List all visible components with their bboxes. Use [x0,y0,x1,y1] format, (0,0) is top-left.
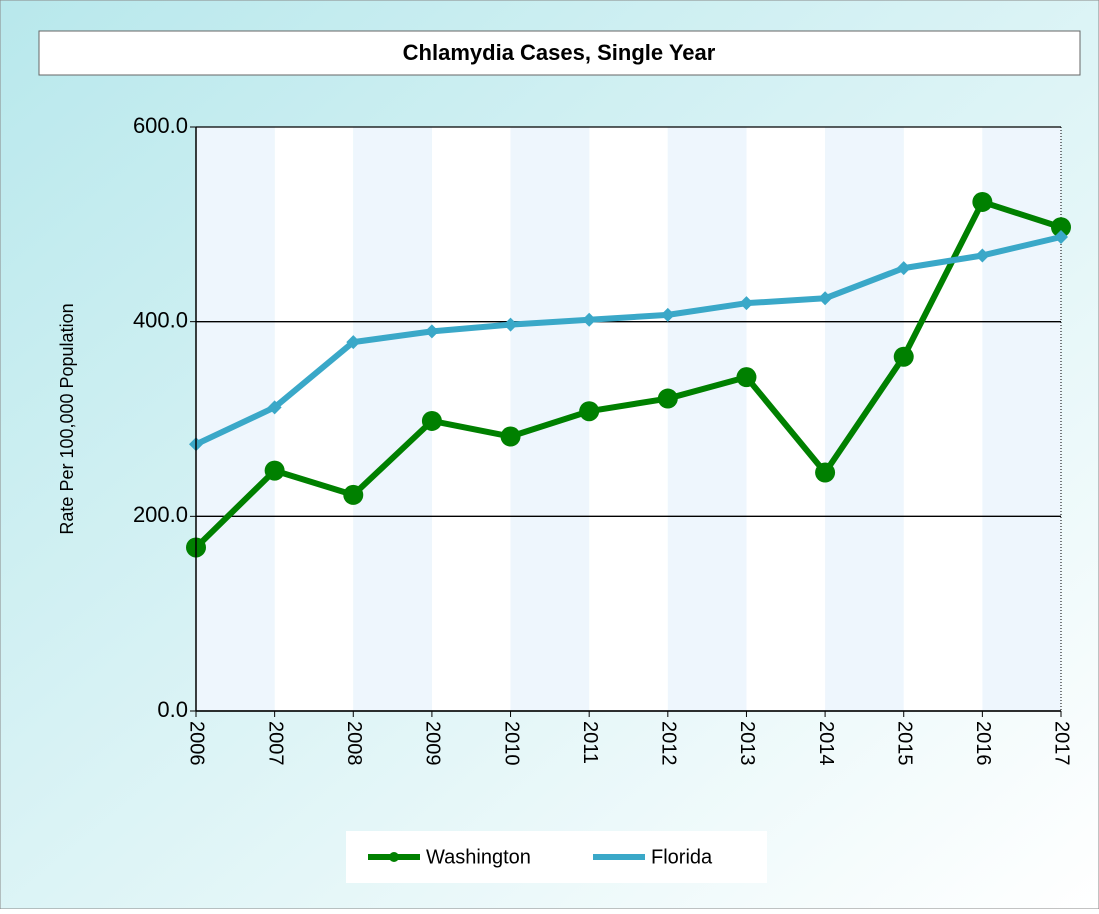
marker [1051,217,1071,238]
x-tick-label: 2015 [893,721,915,766]
marker [503,317,518,332]
marker [346,335,361,350]
legend-label: Florida [651,846,713,868]
marker [579,401,600,422]
marker [1054,229,1068,244]
title-box [38,30,1081,76]
x-tick-label: 2006 [186,721,208,766]
x-tick-label: 2014 [815,721,837,766]
marker [264,460,285,481]
x-tick-label: 2012 [658,721,680,766]
y-axis-label: Rate Per 100,000 Population [57,303,77,534]
y-tick-label: 400.0 [133,307,188,332]
legend-marker [389,852,399,862]
band [274,127,354,711]
x-tick-label: 2017 [1051,721,1073,766]
band [510,127,590,711]
band [667,127,747,711]
marker [815,462,836,483]
x-tick-label: 2013 [736,721,758,766]
series-line [194,234,1062,448]
marker [500,426,521,447]
band [353,127,432,711]
marker [975,248,990,263]
marker [657,388,678,409]
band [746,127,826,711]
chart-title: Chlamydia Cases, Single Year [403,40,716,65]
marker [739,296,754,311]
x-tick-label: 2016 [972,721,994,766]
marker [818,291,833,306]
marker [582,312,597,327]
band [431,127,511,711]
x-tick-label: 2008 [343,721,365,766]
x-tick-label: 2009 [422,721,444,766]
marker [972,191,993,212]
x-tick-label: 2007 [264,721,286,766]
band [196,127,275,711]
marker [267,400,282,415]
marker [893,346,914,367]
y-tick-label: 200.0 [133,502,188,527]
band [589,127,668,711]
marker [424,324,439,339]
marker [421,410,442,431]
marker [343,484,364,505]
x-tick-label: 2011 [579,721,601,764]
x-tick-label: 2010 [500,721,522,766]
y-tick-label: 600.0 [133,113,188,138]
band [903,127,983,711]
series-line [193,198,1062,550]
marker [736,367,757,388]
marker [660,307,675,322]
y-tick-label: 0.0 [157,697,188,722]
legend-label: Washington [426,846,531,868]
marker [896,261,911,276]
